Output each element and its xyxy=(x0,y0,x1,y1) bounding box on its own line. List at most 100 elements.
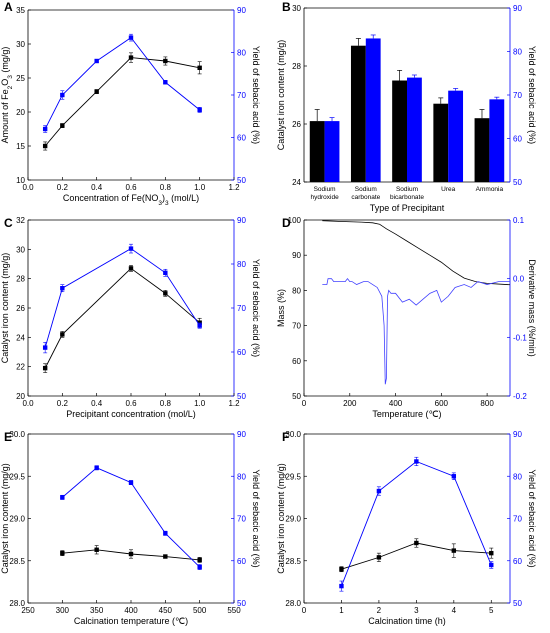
data-point xyxy=(339,583,344,589)
panel-label: A xyxy=(4,0,13,14)
data-point xyxy=(163,554,168,559)
left-tick-label: 30 xyxy=(292,4,301,13)
right-tick-label: 60 xyxy=(237,557,246,566)
data-point xyxy=(197,107,202,113)
panel-label: B xyxy=(282,0,291,14)
right-tick-label: 80 xyxy=(513,472,522,481)
data-point xyxy=(414,459,419,464)
category-label: Sodium xyxy=(396,186,418,193)
data-point xyxy=(414,540,419,546)
x-tick-label: 0 xyxy=(302,606,307,615)
x-tick-label: 0.4 xyxy=(91,399,103,408)
data-point xyxy=(60,286,65,291)
x-tick-label: 250 xyxy=(21,606,35,615)
right-tick-label: 90 xyxy=(513,430,522,439)
data-point xyxy=(163,58,168,64)
x-tick-label: 450 xyxy=(159,606,173,615)
right-tick-label: 90 xyxy=(513,4,522,13)
right-tick-label: 80 xyxy=(513,48,522,57)
left-tick-label: 28.5 xyxy=(9,557,25,566)
right-tick-label: 50 xyxy=(237,392,246,401)
panel-label: C xyxy=(4,216,13,230)
left-tick-label: 30 xyxy=(16,40,25,49)
right-tick-label: 50 xyxy=(237,176,246,185)
data-point xyxy=(42,143,48,149)
right-tick-label: 80 xyxy=(237,260,246,269)
left-tick-label: 10 xyxy=(16,176,25,185)
x-tick-label: 3 xyxy=(414,606,419,615)
data-point xyxy=(60,495,65,500)
x-tick-label: 0.8 xyxy=(160,183,172,192)
right-tick-label: 70 xyxy=(513,515,522,524)
x-tick-label: 500 xyxy=(193,606,207,615)
x-tick-label: 800 xyxy=(480,399,494,408)
x-tick-label: 200 xyxy=(343,399,357,408)
x-tick-label: 2 xyxy=(377,606,382,615)
x-tick-label: 1.2 xyxy=(228,183,240,192)
series-line xyxy=(341,460,492,587)
right-tick-label: 50 xyxy=(513,178,522,187)
left-tick-label: 29.5 xyxy=(285,472,301,481)
left-tick-label: 15 xyxy=(16,142,25,151)
left-tick-label: 22 xyxy=(16,363,25,372)
left-tick-label: 20 xyxy=(16,108,25,117)
category-label: bicarbonate xyxy=(390,194,424,201)
bar xyxy=(489,99,505,182)
data-point xyxy=(339,567,344,572)
right-tick-label: 70 xyxy=(237,91,246,100)
series-line xyxy=(44,37,200,130)
right-tick-label: 60 xyxy=(513,135,522,144)
data-point xyxy=(60,92,65,98)
data-point xyxy=(94,89,99,94)
panel-a: A 10 15 20 25 30 35 50 60 70 80 90 0.0 0.2 0.4 0.6 0.8 1.… xyxy=(0,0,261,207)
category-label: Ammonia xyxy=(476,186,504,193)
left-tick-label: 28.5 xyxy=(285,557,301,566)
bar xyxy=(350,45,366,183)
data-point xyxy=(128,246,134,251)
right-tick-label: 50 xyxy=(237,599,246,608)
data-point xyxy=(94,465,99,470)
x-tick-label: 550 xyxy=(227,606,241,615)
right-axis-title: Yield of sebacic acid (%) xyxy=(251,259,261,357)
x-tick-label: 0.2 xyxy=(57,183,69,192)
x-axis-title: Temperature (℃) xyxy=(372,409,441,419)
x-tick-label: 0.0 xyxy=(22,183,34,192)
right-tick-label: 0.0 xyxy=(513,275,525,284)
panel-f: F 28.0 28.5 29.0 29.5 30.0 50 60 70 80 90 0 1 2 3 4 5 Cal… xyxy=(276,430,537,626)
panel-label: E xyxy=(4,430,12,444)
x-tick-label: 1.0 xyxy=(194,183,206,192)
x-tick-label: 1.2 xyxy=(228,399,240,408)
panel-label: F xyxy=(282,430,289,444)
data-point xyxy=(128,266,134,271)
left-tick-label: 30.0 xyxy=(285,430,301,439)
category-label: carbonate xyxy=(351,194,380,201)
left-tick-label: 28 xyxy=(16,275,25,284)
x-tick-label: 400 xyxy=(389,399,403,408)
data-point xyxy=(376,555,382,560)
left-axis-title: Catalyst iron content (mg/g) xyxy=(0,463,10,574)
category-label: Urea xyxy=(441,186,455,193)
data-point xyxy=(60,550,65,556)
left-tick-label: 90 xyxy=(292,251,301,260)
bar xyxy=(448,90,464,182)
series-line xyxy=(322,220,511,286)
left-tick-label: 50 xyxy=(292,392,301,401)
left-axis-title: Catalyst iron content (mg/g) xyxy=(0,253,10,364)
left-tick-label: 24 xyxy=(16,333,25,342)
left-tick-label: 24 xyxy=(292,178,301,187)
panel-label: D xyxy=(282,216,291,230)
left-tick-label: 29.0 xyxy=(285,515,301,524)
left-tick-label: 35 xyxy=(16,6,25,15)
data-point xyxy=(128,551,134,557)
right-tick-label: 60 xyxy=(237,134,246,143)
data-point xyxy=(163,80,168,85)
right-tick-label: 90 xyxy=(237,6,246,15)
x-tick-label: 0 xyxy=(302,399,307,408)
left-tick-label: 80 xyxy=(292,286,301,295)
x-axis-title: Type of Precipitant xyxy=(370,203,445,213)
left-tick-label: 28.0 xyxy=(9,599,25,608)
right-tick-label: 60 xyxy=(513,557,522,566)
data-point xyxy=(197,564,202,570)
series-line xyxy=(322,278,510,385)
x-tick-label: 5 xyxy=(489,606,494,615)
